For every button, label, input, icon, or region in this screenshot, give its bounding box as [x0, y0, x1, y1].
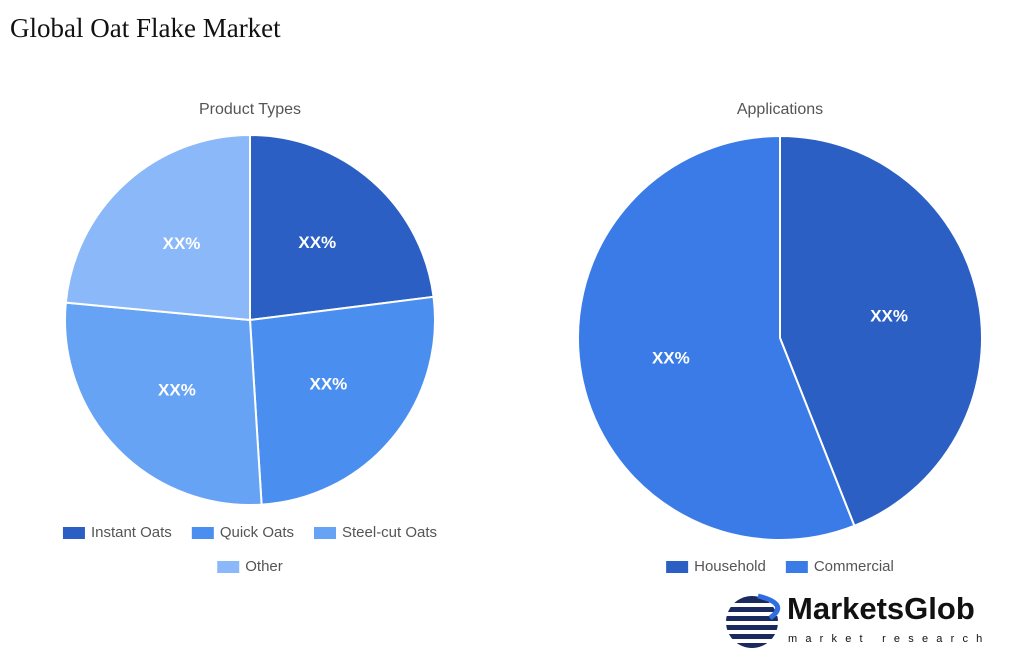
- legend-swatch: [785, 561, 808, 573]
- pie-slice: [64, 133, 251, 322]
- chart-title: Product Types: [199, 101, 301, 118]
- chart-title: Applications: [737, 101, 823, 118]
- legend-label: Instant Oats: [91, 524, 172, 541]
- legend-swatch: [62, 527, 85, 539]
- pie-slice: [64, 301, 263, 506]
- legend-swatch: [217, 561, 240, 573]
- data-label: XX%: [870, 307, 908, 326]
- pie-slice: [577, 134, 856, 541]
- legend-label: Steel-cut Oats: [342, 524, 437, 541]
- data-label: XX%: [163, 234, 201, 253]
- logo-icon: [722, 593, 782, 648]
- data-label: XX%: [298, 233, 336, 252]
- legend-label: Other: [245, 558, 283, 575]
- pie-slice: [779, 134, 983, 528]
- legend-swatch: [191, 527, 214, 539]
- pie-slice: [248, 295, 436, 506]
- legend-label: Commercial: [814, 558, 894, 575]
- legend-swatch: [666, 561, 689, 573]
- data-label: XX%: [158, 380, 196, 399]
- legend-label: Household: [694, 558, 766, 575]
- data-label: XX%: [310, 374, 348, 393]
- logo-tagline: market research: [788, 633, 990, 645]
- logo-name: MarketsGlob: [787, 591, 975, 626]
- pie-slice: [249, 133, 435, 322]
- data-label: XX%: [652, 348, 690, 367]
- page-title: Global Oat Flake Market: [10, 13, 281, 43]
- legend-label: Quick Oats: [220, 524, 294, 541]
- legend-swatch: [314, 527, 337, 539]
